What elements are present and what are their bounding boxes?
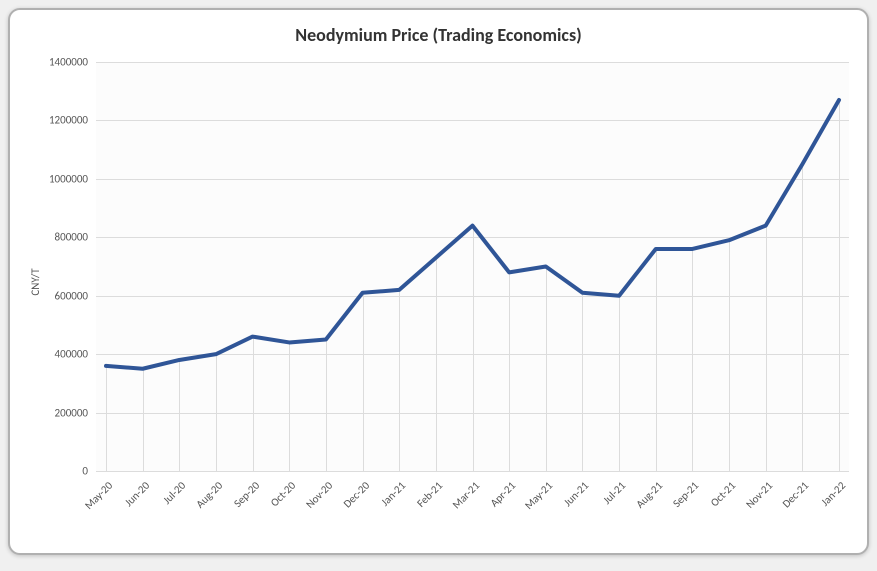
chart-frame: Neodymium Price (Trading Economics) CNY/… [8,8,869,555]
y-tick-label: 600000 [55,289,96,302]
chart-title: Neodymium Price (Trading Economics) [10,10,867,52]
y-axis-label: CNY/T [29,268,42,295]
y-tick-label: 800000 [55,231,96,244]
plot-area: 0200000400000600000800000100000012000001… [96,62,849,471]
y-tick-label: 1400000 [49,56,96,69]
y-tick-label: 0 [82,465,96,478]
y-tick-label: 200000 [55,406,96,419]
price-line [106,100,839,369]
y-tick-label: 1000000 [49,172,96,185]
y-tick-label: 400000 [55,348,96,361]
y-tick-label: 1200000 [49,114,96,127]
